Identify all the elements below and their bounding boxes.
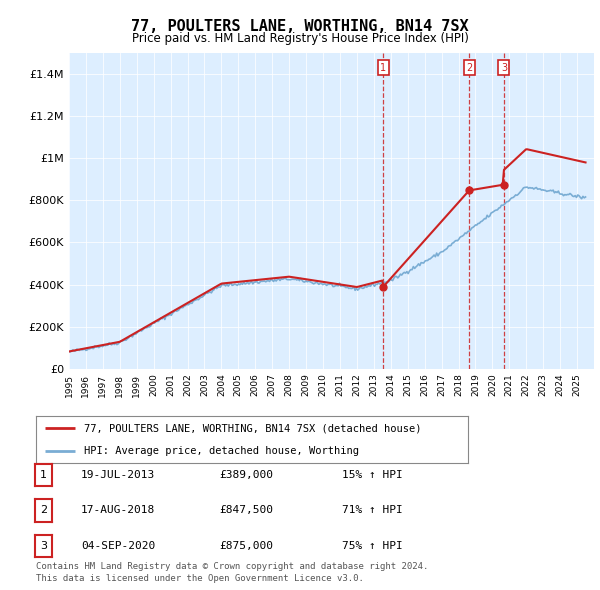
Text: HPI: Average price, detached house, Worthing: HPI: Average price, detached house, Wort… [83, 446, 359, 456]
Text: 71% ↑ HPI: 71% ↑ HPI [342, 506, 403, 515]
Text: 2: 2 [466, 63, 472, 73]
Text: Price paid vs. HM Land Registry's House Price Index (HPI): Price paid vs. HM Land Registry's House … [131, 32, 469, 45]
Text: Contains HM Land Registry data © Crown copyright and database right 2024.
This d: Contains HM Land Registry data © Crown c… [36, 562, 428, 583]
Text: 19-JUL-2013: 19-JUL-2013 [81, 470, 155, 480]
Text: £875,000: £875,000 [219, 541, 273, 550]
Text: 1: 1 [40, 470, 47, 480]
Text: 3: 3 [501, 63, 507, 73]
Text: 04-SEP-2020: 04-SEP-2020 [81, 541, 155, 550]
Text: 77, POULTERS LANE, WORTHING, BN14 7SX: 77, POULTERS LANE, WORTHING, BN14 7SX [131, 19, 469, 34]
Text: 1: 1 [380, 63, 386, 73]
Text: £389,000: £389,000 [219, 470, 273, 480]
Text: 17-AUG-2018: 17-AUG-2018 [81, 506, 155, 515]
Text: £847,500: £847,500 [219, 506, 273, 515]
Text: 75% ↑ HPI: 75% ↑ HPI [342, 541, 403, 550]
Text: 3: 3 [40, 541, 47, 550]
Text: 2: 2 [40, 506, 47, 515]
Text: 15% ↑ HPI: 15% ↑ HPI [342, 470, 403, 480]
Text: 77, POULTERS LANE, WORTHING, BN14 7SX (detached house): 77, POULTERS LANE, WORTHING, BN14 7SX (d… [83, 423, 421, 433]
